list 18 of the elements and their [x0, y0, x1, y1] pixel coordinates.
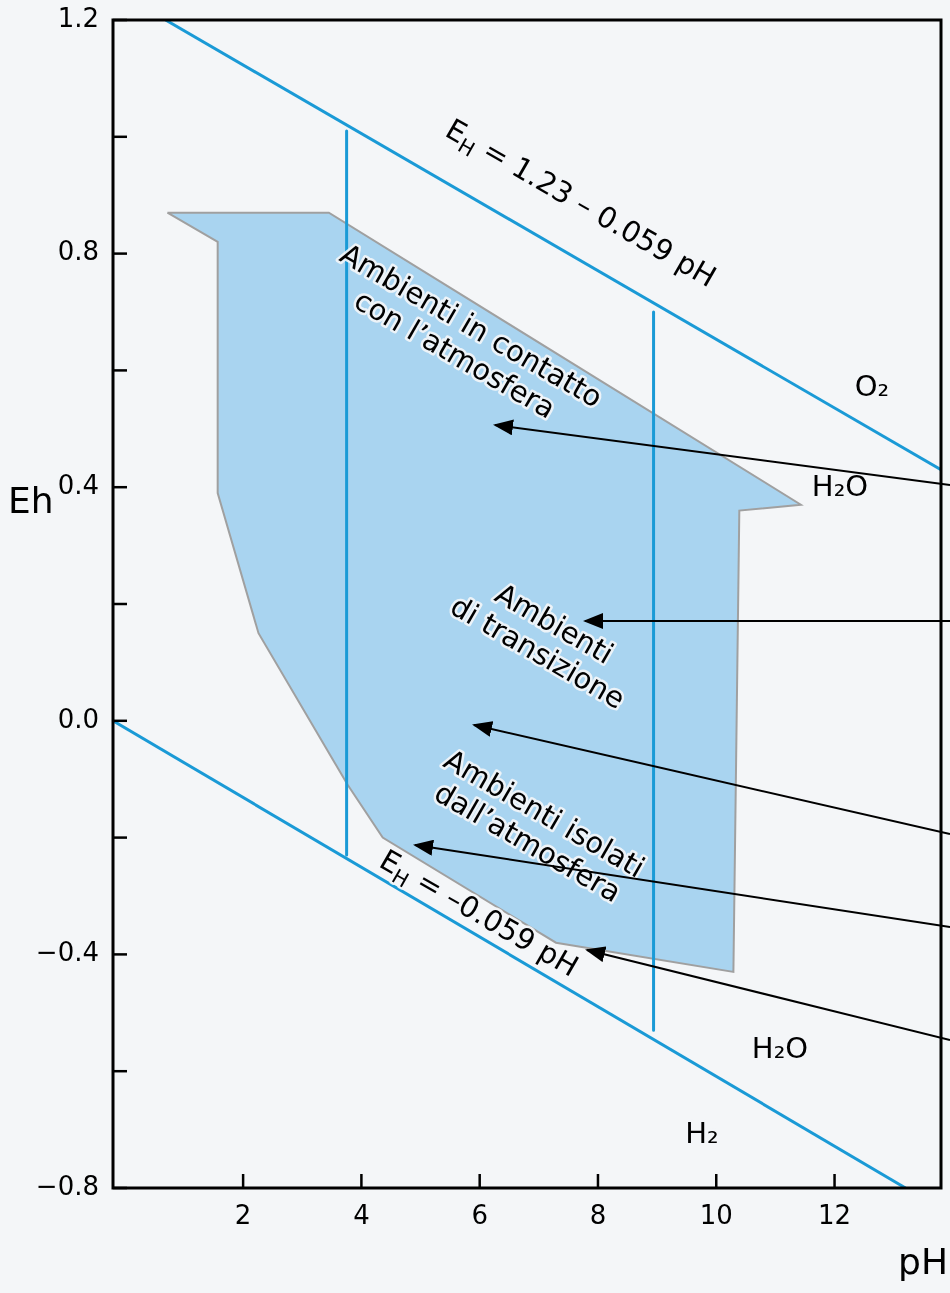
- y-axis-title: Eh: [8, 480, 54, 522]
- annotation: H₂O: [751, 1030, 809, 1065]
- annotation: O₂: [854, 368, 890, 403]
- x-tick-label: 6: [471, 1199, 488, 1230]
- x-tick-label: 10: [699, 1199, 733, 1230]
- annotation: H₂O: [811, 468, 869, 503]
- x-tick-label: 2: [234, 1199, 252, 1230]
- x-axis-title: pH: [898, 1241, 948, 1283]
- x-tick-label: 4: [353, 1199, 370, 1230]
- annotation: H₂: [685, 1115, 719, 1150]
- y-tick-label: 0.0: [57, 703, 99, 734]
- y-tick-label: 0.4: [57, 469, 99, 500]
- x-tick-label: 12: [818, 1199, 852, 1230]
- x-tick-label: 8: [589, 1199, 607, 1230]
- y-tick-label: 1.2: [57, 2, 99, 33]
- y-tick-label: 0.8: [57, 236, 99, 267]
- y-tick-label: −0.8: [35, 1170, 99, 1201]
- y-tick-label: −0.4: [35, 937, 99, 968]
